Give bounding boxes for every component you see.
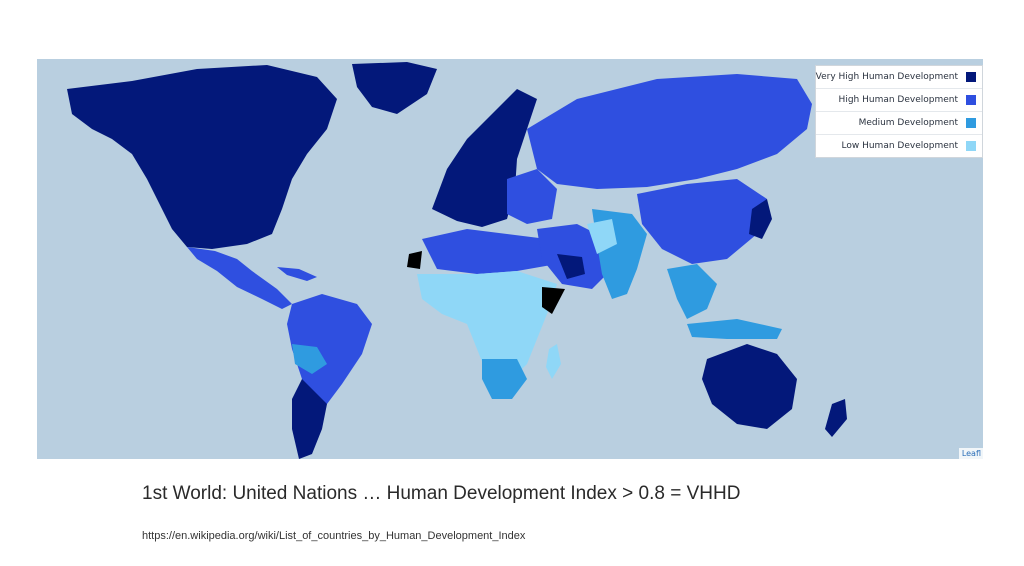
legend-label: Very High Human Development — [815, 72, 958, 82]
legend-label: Low Human Development — [841, 141, 959, 151]
region-southern-africa — [482, 359, 527, 399]
region-greenland — [352, 62, 437, 114]
region-gulf — [557, 254, 585, 279]
region-china — [637, 179, 767, 264]
region-eastern-europe — [507, 169, 557, 224]
map-legend: Very High Human Development High Human D… — [815, 65, 983, 158]
legend-label: Medium Development — [858, 118, 958, 128]
legend-item-low: Low Human Development — [816, 135, 982, 157]
region-south-america — [287, 294, 372, 404]
region-australia — [702, 344, 797, 429]
region-bolivia — [292, 344, 327, 374]
legend-swatch — [966, 118, 976, 128]
region-north-africa — [422, 229, 557, 274]
leaflet-attribution-link[interactable]: Leafl — [958, 448, 983, 459]
legend-swatch — [966, 72, 976, 82]
legend-item-medium: Medium Development — [816, 112, 982, 135]
region-russia — [527, 74, 812, 189]
legend-item-very-high: Very High Human Development — [816, 66, 982, 89]
region-mexico — [187, 247, 292, 309]
legend-swatch — [966, 141, 976, 151]
legend-item-high: High Human Development — [816, 89, 982, 112]
region-japan — [749, 199, 772, 239]
source-url: https://en.wikipedia.org/wiki/List_of_co… — [142, 530, 526, 542]
choropleth-map[interactable]: Very High Human Development High Human D… — [37, 59, 983, 459]
region-no-data-east — [542, 287, 565, 314]
region-north-america — [67, 65, 337, 249]
region-indonesia — [687, 319, 782, 339]
region-no-data-west — [407, 251, 422, 269]
legend-label: High Human Development — [838, 95, 958, 105]
world-map — [67, 62, 847, 459]
region-new-zealand — [825, 399, 847, 437]
region-southeast-asia — [667, 264, 717, 319]
region-southern-cone — [292, 379, 327, 459]
region-sub-saharan-africa — [417, 271, 557, 379]
region-afghanistan — [587, 219, 617, 254]
legend-swatch — [966, 95, 976, 105]
slide-caption: 1st World: United Nations … Human Develo… — [142, 483, 741, 504]
region-caribbean — [277, 267, 317, 281]
region-madagascar — [546, 344, 561, 379]
